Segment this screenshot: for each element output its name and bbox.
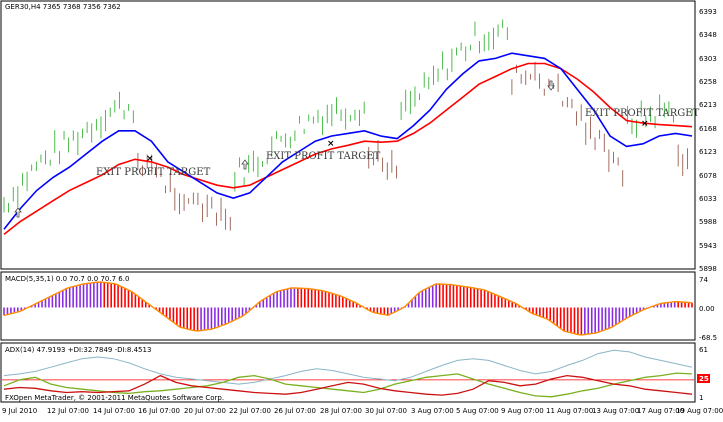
y-tick: 6258: [699, 78, 717, 86]
minus-di-line: [3, 374, 693, 396]
price-panel-header: GER30,H4 7365 7368 7356 7362: [5, 3, 121, 11]
x-tick: 26 Jul 07:00: [274, 407, 316, 415]
plus-di-line: [3, 372, 693, 398]
y-tick: 1: [699, 394, 703, 402]
adx-panel-frame: [0, 342, 696, 403]
x-tick: 9 Aug 07:00: [501, 407, 544, 415]
y-tick: 5988: [699, 218, 717, 226]
y-tick: 0.00: [699, 305, 715, 313]
x-tick: 3 Aug 07:00: [411, 407, 454, 415]
x-tick: 28 Jul 07:00: [320, 407, 362, 415]
y-tick: 6393: [699, 8, 717, 16]
x-tick: 14 Jul 07:00: [93, 407, 135, 415]
y-tick: 74: [699, 276, 708, 284]
y-tick: 6303: [699, 55, 717, 63]
y-tick: 6078: [699, 172, 717, 180]
exit-profit-target-label: EXIT PROFIT TARGET: [96, 167, 211, 178]
y-tick: 6213: [699, 101, 717, 109]
x-tick: 12 Jul 07:00: [47, 407, 89, 415]
x-tick: 19 Aug 07:00: [676, 407, 723, 415]
fast-ma-line: [3, 52, 693, 230]
exit-cross-icon: ×: [641, 119, 649, 129]
price-panel-frame: [0, 0, 696, 270]
y-tick: 61: [699, 346, 708, 354]
macd-histogram: [3, 281, 693, 335]
macd-signal-line: [3, 281, 693, 336]
slow-ma-line: [3, 62, 693, 236]
trade-markers: × × ×: [14, 80, 649, 218]
x-tick: 20 Jul 07:00: [184, 407, 226, 415]
adx-level-label: 25: [699, 375, 709, 383]
exit-cross-icon: ×: [327, 139, 335, 149]
x-tick: 30 Jul 07:00: [365, 407, 407, 415]
price-bars: [3, 19, 693, 231]
buy-arrow-icon: [241, 159, 249, 170]
x-tick: 22 Jul 07:00: [229, 407, 271, 415]
buy-arrow-icon: [14, 207, 22, 218]
x-tick: 9 Jul 2010: [2, 407, 37, 415]
copyright-footer: FXOpen MetaTrader, © 2001-2011 MetaQuote…: [5, 394, 224, 402]
macd-panel-header: MACD(5,35,1) 0.0 70.7 0.0 70.7 6.0: [5, 275, 129, 283]
x-tick: 13 Aug 07:00: [592, 407, 639, 415]
y-tick: 6348: [699, 31, 717, 39]
y-tick: 5898: [699, 265, 717, 273]
y-tick: -68.5: [699, 334, 717, 342]
y-tick: 6033: [699, 195, 717, 203]
x-tick: 11 Aug 07:00: [546, 407, 593, 415]
price-y-axis: 6393 6348 6303 6258 6213 6168 6123 6078 …: [699, 8, 717, 273]
exit-profit-target-label: EXIT PROFIT TARGET: [585, 108, 700, 119]
adx-level-badge: [697, 374, 710, 383]
exit-cross-icon: ×: [146, 154, 154, 164]
y-tick: 6123: [699, 148, 717, 156]
exit-profit-target-label: EXIT PROFIT TARGET: [266, 151, 381, 162]
y-tick: 5943: [699, 242, 717, 250]
x-tick: 17 Aug 07:00: [637, 407, 684, 415]
adx-panel-header: ADX(14) 47.9193 +DI:32.7849 -DI:8.4513: [5, 346, 151, 354]
macd-panel-frame: [0, 271, 696, 341]
sell-arrow-icon: [547, 80, 555, 91]
time-axis: 9 Jul 2010 12 Jul 07:00 14 Jul 07:00 16 …: [2, 407, 723, 415]
adx-line: [3, 349, 693, 385]
x-tick: 5 Aug 07:00: [456, 407, 499, 415]
x-tick: 16 Jul 07:00: [138, 407, 180, 415]
y-tick: 6168: [699, 125, 717, 133]
